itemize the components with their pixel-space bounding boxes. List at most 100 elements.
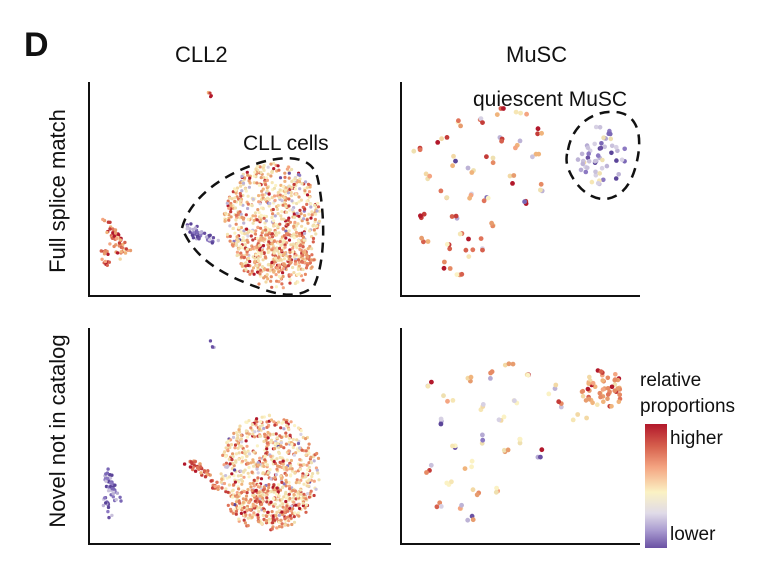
point-cll2-novel-cll-cells	[239, 437, 243, 441]
point-cll2-novel-cll-cells	[233, 480, 237, 484]
point-cll2-novel-cll-cells	[275, 517, 279, 521]
point-cll2-full-cll-cells	[313, 217, 317, 222]
point-cll2-novel-cll-cells	[262, 509, 266, 513]
point-cll2-full-cll-cells	[303, 272, 307, 276]
point-cll2-full-cll-cells	[282, 217, 286, 221]
point-musc-novel-quiescent	[605, 392, 611, 397]
point-cll2-full-cll-cells	[279, 258, 283, 262]
point-musc-novel-quiescent	[595, 402, 600, 408]
point-musc-novel-quiescent	[586, 396, 592, 402]
point-cll2-full-cll-cells	[302, 238, 306, 242]
point-cll2-full-cll-cells	[243, 243, 247, 247]
point-cll2-full-cll-cells	[314, 212, 318, 216]
point-cll2-full-cll-cells	[303, 250, 307, 254]
point-cll2-full-cll-cells	[241, 181, 246, 185]
point-cll2-full-cll-cells	[295, 272, 299, 277]
point-cll2-full-cll-cells	[305, 186, 309, 190]
point-musc-full-activated	[438, 188, 444, 194]
point-cll2-full-cll-cells	[251, 221, 255, 225]
point-cll2-full-cll-cells	[247, 179, 251, 183]
point-cll2-novel-cll-cells	[273, 475, 277, 480]
point-cll2-novel-cll-cells	[286, 523, 290, 527]
point-cll2-full-cll-cells	[273, 198, 277, 202]
point-musc-full-activated	[484, 154, 489, 160]
point-cll2-full-cll-cells	[300, 260, 304, 264]
axis-cll2-novel	[88, 328, 331, 545]
point-cll2-novel-cll-cells	[250, 488, 254, 492]
point-cll2-full-cll-cells	[301, 253, 305, 257]
point-cll2-novel-cll-cells	[307, 465, 311, 469]
point-cll2-full-cll-cells	[267, 236, 271, 240]
point-cll2-novel-cll-cells	[267, 485, 271, 490]
point-musc-full-activated	[417, 147, 423, 153]
point-cll2-novel-cll-cells	[293, 424, 297, 428]
point-cll2-novel-cll-cells	[292, 493, 296, 497]
point-cll2-full-cll-cells	[304, 266, 309, 270]
point-cll2-full-cll-cells	[276, 266, 280, 270]
point-musc-novel-activated	[438, 421, 444, 427]
point-cll2-full-cll-cells	[235, 250, 239, 254]
point-cll2-novel-cll-cells	[253, 499, 257, 503]
point-cll2-novel-cll-cells	[280, 480, 284, 484]
point-cll2-full-cll-cells	[281, 227, 285, 231]
point-cll2-full-cll-cells	[278, 253, 283, 257]
point-cll2-novel-cll-cells	[293, 489, 297, 493]
point-musc-novel-activated	[558, 404, 564, 410]
point-cll2-full-cll-cells	[278, 176, 283, 180]
point-cll2-full-cll-cells	[288, 248, 292, 252]
point-cll2-full-cll-cells	[258, 272, 262, 276]
point-cll2-novel-cll-cells	[236, 436, 240, 440]
point-cll2-novel-cll-cells	[284, 499, 288, 504]
point-cll2-full-left-lobe	[185, 227, 189, 231]
point-cll2-novel-cll-cells	[239, 433, 243, 437]
point-cll2-full-cll-cells	[301, 245, 305, 249]
point-cll2-full-cll-cells	[255, 218, 259, 222]
point-cll2-full-cll-cells	[256, 208, 260, 212]
point-cll2-novel-left-lobe	[202, 469, 207, 473]
point-cll2-full-cll-cells	[269, 174, 273, 178]
point-cll2-full-cll-cells	[237, 226, 241, 230]
point-cll2-full-cll-cells	[239, 251, 243, 255]
point-cll2-full-left-cluster	[115, 251, 120, 255]
point-cll2-full-cll-cells	[234, 191, 238, 195]
point-cll2-full-cll-cells	[293, 262, 297, 266]
point-musc-novel-activated	[501, 414, 507, 420]
point-cll2-full-cll-cells	[225, 232, 230, 236]
point-cll2-full-cll-cells	[266, 172, 270, 176]
point-cll2-novel-cll-cells	[304, 453, 308, 457]
point-cll2-novel-left-cluster	[110, 513, 114, 518]
point-cll2-full-cll-cells	[234, 213, 238, 217]
point-musc-full-quiescent	[593, 124, 599, 130]
point-cll2-novel-left-cluster	[101, 503, 106, 508]
colorbar	[645, 424, 667, 548]
point-cll2-full-left-cluster	[113, 228, 118, 232]
point-musc-novel-activated	[505, 447, 511, 453]
point-cll2-novel-cll-cells	[256, 471, 260, 475]
point-musc-full-activated	[538, 181, 544, 187]
point-musc-full-activated	[435, 140, 441, 145]
point-cll2-novel-cll-cells	[246, 471, 250, 475]
point-cll2-full-cll-cells	[270, 260, 274, 265]
point-musc-novel-quiescent	[600, 378, 605, 383]
point-cll2-full-cll-cells	[293, 227, 297, 232]
point-musc-full-activated	[421, 211, 427, 217]
point-cll2-novel-cll-cells	[284, 442, 288, 446]
point-cll2-full-cll-cells	[311, 236, 316, 241]
point-cll2-novel-cll-cells	[239, 469, 243, 473]
point-musc-novel-activated	[552, 386, 558, 391]
point-cll2-full-cll-cells	[271, 212, 275, 216]
point-cll2-novel-cll-cells	[276, 490, 280, 494]
point-cll2-full-cll-cells	[233, 231, 237, 235]
point-cll2-full-cll-cells	[298, 208, 302, 212]
point-cll2-full-cll-cells	[295, 211, 299, 215]
point-cll2-full-cll-cells	[236, 239, 240, 243]
point-cll2-novel-cll-cells	[294, 451, 298, 455]
point-cll2-novel-cll-cells	[271, 521, 275, 525]
point-musc-full-activated	[444, 135, 450, 140]
point-cll2-full-left-cluster	[121, 246, 125, 250]
point-musc-full-activated	[494, 112, 500, 117]
point-cll2-full-cll-cells	[228, 196, 232, 200]
point-cll2-full-cll-cells	[272, 219, 276, 223]
point-cll2-full-cll-cells	[309, 205, 313, 209]
point-cll2-full-cll-cells	[279, 276, 283, 281]
